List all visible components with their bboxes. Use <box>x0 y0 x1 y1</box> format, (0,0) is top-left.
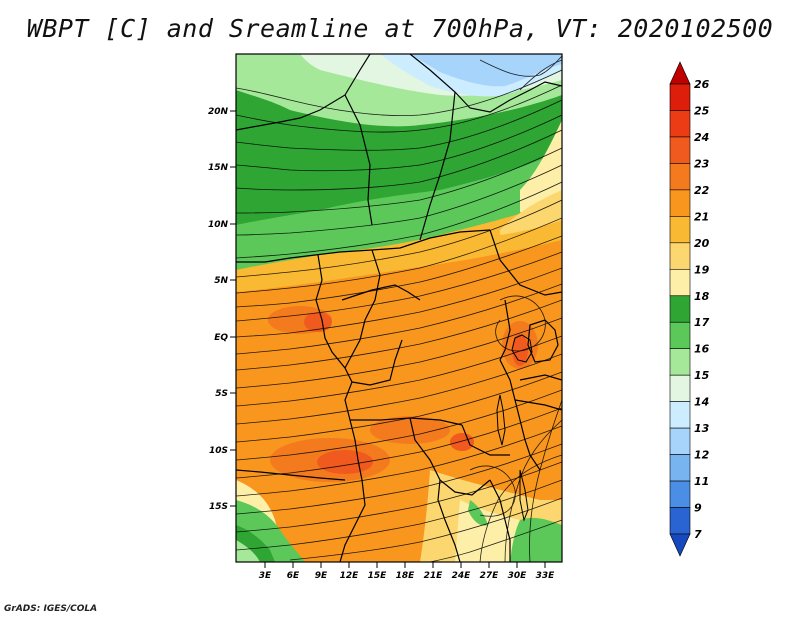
lat-label: 20N <box>208 107 229 117</box>
colorbar-label: 18 <box>694 290 710 303</box>
lat-label: 10N <box>208 220 229 230</box>
lon-label: 18E <box>396 571 416 581</box>
colorbar-label: 21 <box>694 210 709 223</box>
lon-label: 24E <box>452 571 472 581</box>
colorbar-label: 20 <box>694 237 710 250</box>
colorbar-bottom-extend <box>669 533 691 557</box>
colorbar-label: 25 <box>694 104 710 117</box>
lon-label: 12E <box>340 571 360 581</box>
colorbar-label: 14 <box>694 396 709 409</box>
lon-label: 9E <box>315 571 328 581</box>
lakes <box>496 334 533 522</box>
lon-label: 3E <box>259 571 272 581</box>
colorbar-swatch <box>669 374 691 402</box>
wbpt-shading <box>236 54 562 562</box>
lon-label: 27E <box>480 571 500 581</box>
lat-label: EQ <box>214 333 228 343</box>
lon-label: 6E <box>287 571 300 581</box>
lon-label: 15E <box>368 571 388 581</box>
colorbar-swatch <box>669 136 691 164</box>
colorbar-swatch <box>669 321 691 350</box>
colorbar-swatch <box>669 454 691 482</box>
colorbar-swatch <box>669 163 691 191</box>
colorbar-swatch <box>669 110 691 138</box>
figure-title: WBPT [C] and Sreamline at 700hPa, VT: 20… <box>26 14 774 43</box>
lat-label: 5S <box>215 389 228 399</box>
colorbar-swatch <box>669 507 691 535</box>
lat-label: 15N <box>208 163 229 173</box>
colorbar: 26 25 24 23 22 21 20 19 18 17 16 15 14 13 12 11 9 7 <box>669 61 710 557</box>
lat-label: 10S <box>209 446 228 456</box>
colorbar-swatch <box>669 83 691 111</box>
colorbar-label: 26 <box>694 78 710 91</box>
country-borders <box>236 54 562 562</box>
colorbar-swatch <box>669 401 691 429</box>
colorbar-label: 17 <box>694 316 710 329</box>
lat-label: 15S <box>209 502 228 512</box>
colorbar-swatch <box>669 427 691 455</box>
colorbar-label: 15 <box>694 369 710 382</box>
colorbar-label: 12 <box>694 449 710 462</box>
colorbar-swatch <box>669 348 691 376</box>
lon-label: 33E <box>536 571 556 581</box>
lon-label: 21E <box>424 571 444 581</box>
colorbar-label: 11 <box>694 475 709 488</box>
colorbar-label: 22 <box>694 184 710 197</box>
colorbar-label: 16 <box>694 343 710 356</box>
colorbar-swatch <box>669 268 691 297</box>
colorbar-label: 7 <box>694 528 702 541</box>
colorbar-label: 9 <box>694 502 702 515</box>
colorbar-swatch <box>669 189 691 217</box>
colorbar-label: 23 <box>694 157 710 170</box>
colorbar-swatch <box>669 242 691 270</box>
colorbar-swatch <box>669 216 691 244</box>
colorbar-label: 13 <box>694 422 710 435</box>
colorbar-swatch <box>669 480 691 508</box>
lon-label: 30E <box>508 571 528 581</box>
software-credit: GrADS: IGES/COLA <box>4 604 98 614</box>
colorbar-label: 24 <box>694 131 709 144</box>
colorbar-top-extend <box>669 61 691 85</box>
lat-label: 5N <box>214 276 228 286</box>
lat-axis: 20N 15N 10N 5N EQ 5S 10S 15S <box>208 107 236 512</box>
colorbar-swatch <box>669 295 691 323</box>
colorbar-label: 19 <box>694 263 710 276</box>
lon-axis: 3E 6E 9E 12E 15E 18E 21E 24E 27E 30E 33E <box>259 562 555 581</box>
map-frame <box>235 53 563 563</box>
